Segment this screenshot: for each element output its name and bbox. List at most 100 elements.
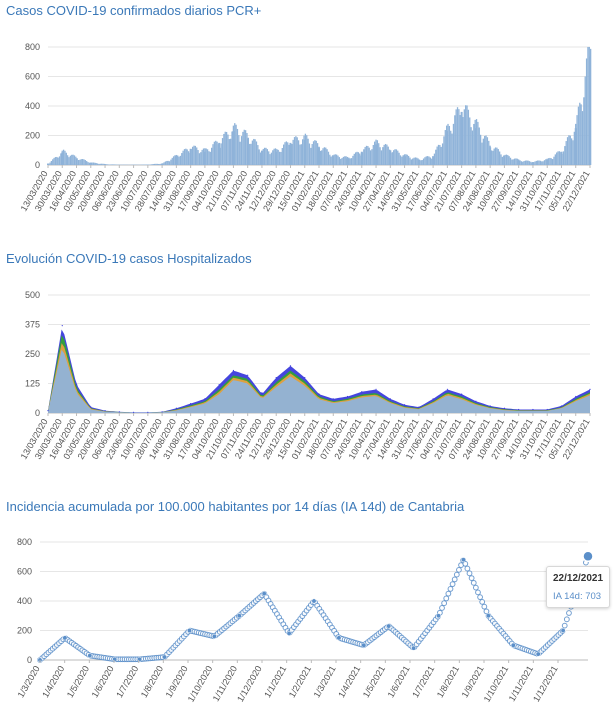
daily-bar [105,164,107,165]
incidence-point [470,579,477,586]
incidence-point [453,571,460,578]
daily-bar [239,141,241,165]
daily-bar [490,150,493,165]
daily-bar [288,144,290,165]
daily-bar [511,159,513,165]
data-point [61,325,63,327]
daily-bar [56,156,58,165]
daily-bar [57,157,59,165]
daily-bar [482,138,484,165]
daily-bar [428,156,430,165]
x-tick-label: 1/6/2020 [90,664,116,699]
daily-bar [509,157,512,165]
daily-bar [363,149,365,165]
x-tick-label: 1/1/2021 [262,664,288,699]
daily-bar [208,151,210,165]
daily-bar [508,156,510,165]
daily-bar [337,155,339,165]
daily-bar [224,131,226,165]
daily-bar [257,145,259,165]
daily-bar [52,159,54,165]
daily-bar [272,150,274,165]
daily-bar [220,143,222,165]
daily-bar [283,144,285,165]
daily-bar [87,162,89,165]
daily-bar [292,139,294,165]
daily-bar [340,158,342,165]
daily-bar [289,148,292,165]
daily-bar [183,149,186,165]
daily-bar [216,141,218,165]
daily-bar [185,148,187,165]
daily-bar [447,123,449,165]
daily-bar [344,156,346,165]
daily-bar [155,163,157,165]
daily-bar [219,147,221,165]
daily-bar [61,150,63,165]
daily-bar [391,152,393,165]
data-point [503,407,506,409]
data-point [236,613,242,619]
daily-bar [202,148,205,165]
x-tick-label: 1/3/2020 [16,664,42,699]
daily-bar [149,164,152,165]
daily-bar [501,156,504,165]
daily-bar [189,152,191,165]
daily-bar [492,150,494,165]
daily-bar [469,117,471,165]
incidence-point [563,616,570,623]
daily-bar [223,133,225,165]
daily-bar [375,139,377,165]
daily-bar [565,141,567,165]
daily-bar [470,127,472,165]
daily-bar [403,154,406,165]
data-point [132,411,135,413]
daily-bar [534,161,536,165]
data-point [118,411,120,413]
daily-bar [60,153,62,165]
series-area [48,329,590,413]
data-point [560,628,566,633]
daily-bar [225,131,228,165]
x-tick-label: 1/12/2020 [235,664,264,704]
data-point [485,613,491,619]
data-point [489,405,491,407]
daily-bar [100,163,103,165]
daily-bar [369,150,372,165]
incidence-point [451,576,458,583]
incidence-point [445,590,452,597]
daily-bar [543,160,546,165]
daily-bar [236,128,239,165]
daily-bar [531,162,533,165]
data-point [361,391,363,393]
daily-bar [407,155,410,165]
daily-bar [86,161,88,165]
y-tick-label: 250 [25,349,40,359]
daily-bar [186,149,188,165]
data-point [112,656,118,662]
daily-bar [166,160,168,165]
daily-bar [221,138,224,165]
daily-bar [579,102,581,165]
data-point [461,557,466,563]
daily-bar [384,143,387,165]
daily-bar [541,161,543,165]
daily-bar [325,147,327,165]
incidence-point [466,570,473,577]
daily-bar [361,152,364,165]
daily-bar [368,147,370,165]
daily-bar [312,141,315,165]
daily-bar [308,143,311,165]
daily-bar [496,147,498,165]
daily-bar [243,129,245,165]
incidence-point [566,610,572,616]
daily-bar [242,131,244,165]
daily-bar [335,154,338,165]
y-tick-label: 0 [35,408,40,418]
daily-bar [266,149,269,165]
daily-bar [503,155,505,165]
daily-bar [159,163,161,165]
daily-bar [300,144,302,165]
daily-bar [562,151,565,165]
data-point [560,405,563,407]
